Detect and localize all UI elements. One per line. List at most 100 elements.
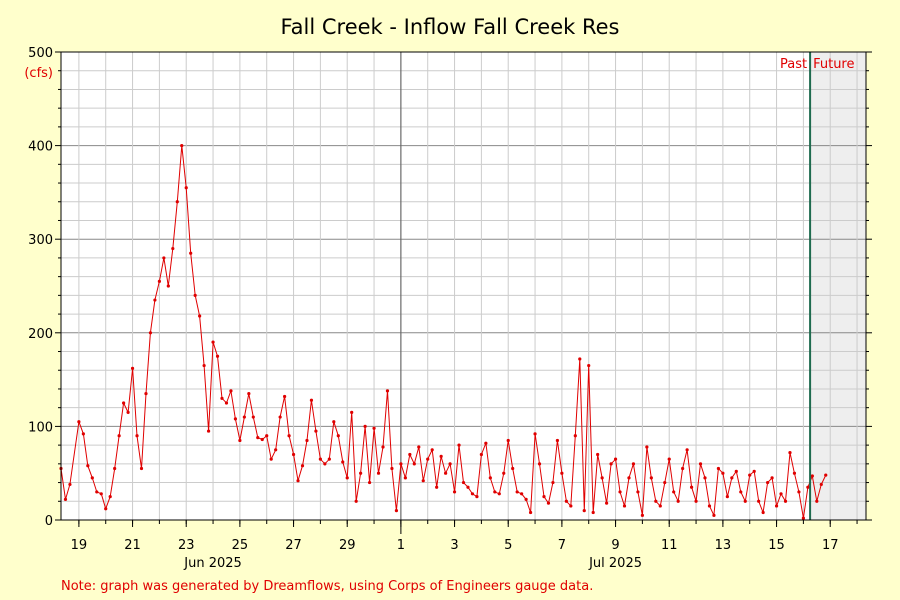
data-point <box>578 357 582 361</box>
data-point <box>806 485 810 489</box>
data-point <box>810 474 814 478</box>
data-point <box>703 476 707 480</box>
data-point <box>605 501 609 505</box>
data-point <box>166 284 170 288</box>
data-point <box>672 490 676 494</box>
data-point <box>430 448 434 452</box>
data-point <box>287 434 291 438</box>
data-point <box>707 504 712 508</box>
data-point <box>300 464 305 468</box>
x-month-label: Jul 2025 <box>588 556 642 571</box>
data-point <box>439 454 443 458</box>
data-point <box>95 490 99 494</box>
data-point <box>801 516 805 520</box>
data-point <box>135 434 139 438</box>
data-point <box>645 445 649 449</box>
data-point <box>546 501 551 505</box>
data-point <box>77 420 81 424</box>
x-tick-label: 19 <box>71 538 88 553</box>
data-points <box>59 144 828 520</box>
data-point <box>551 480 555 485</box>
data-point <box>233 417 238 421</box>
data-point <box>305 438 309 443</box>
x-month-label: Jun 2025 <box>183 556 242 571</box>
data-point <box>488 476 492 480</box>
data-point <box>448 462 452 466</box>
data-point <box>748 473 752 477</box>
x-tick-label: 1 <box>397 538 405 553</box>
data-point <box>788 451 792 455</box>
data-point <box>783 499 788 503</box>
data-point <box>716 466 721 471</box>
data-point <box>613 457 618 461</box>
past-label: Past <box>780 57 807 72</box>
data-point <box>323 462 327 466</box>
data-point <box>658 504 662 508</box>
data-point <box>466 485 470 489</box>
data-point <box>157 279 161 283</box>
data-point <box>766 480 770 485</box>
data-point <box>493 490 497 494</box>
data-point <box>122 401 126 405</box>
data-point <box>739 490 743 494</box>
data-point <box>770 476 774 480</box>
data-point <box>376 471 381 475</box>
data-point <box>229 389 233 393</box>
data-point <box>681 466 685 471</box>
data-point <box>269 457 273 461</box>
data-point <box>761 510 765 515</box>
data-point <box>314 429 318 433</box>
data-point <box>242 415 246 419</box>
chart-title: Fall Creek - Inflow Fall Creek Res <box>281 15 620 39</box>
data-point <box>591 510 595 515</box>
data-point <box>341 460 345 464</box>
data-point <box>569 504 573 508</box>
data-point <box>86 464 90 468</box>
data-point <box>372 426 376 430</box>
data-point <box>636 490 640 494</box>
data-point <box>412 462 416 466</box>
x-tick-label: 25 <box>232 538 249 553</box>
data-point <box>224 401 229 405</box>
data-point <box>417 445 421 449</box>
data-point <box>363 424 367 428</box>
data-point <box>533 432 537 436</box>
data-point <box>721 471 725 475</box>
data-point <box>435 485 439 489</box>
data-point <box>408 452 412 457</box>
x-tick-label: 15 <box>768 538 785 553</box>
data-point <box>663 480 667 485</box>
data-point <box>171 246 175 251</box>
data-point <box>251 415 255 419</box>
y-tick-label: 200 <box>28 327 53 342</box>
data-point <box>712 513 716 517</box>
data-point <box>291 452 296 457</box>
y-tick-label: 500 <box>28 46 53 61</box>
data-point <box>148 331 153 335</box>
data-point <box>426 457 430 461</box>
x-tick-label: 9 <box>611 538 619 553</box>
x-tick-label: 5 <box>504 538 512 553</box>
data-point <box>452 490 457 494</box>
x-tick-label: 13 <box>715 538 732 553</box>
data-point <box>318 457 322 461</box>
data-point <box>327 457 331 461</box>
data-point <box>622 504 627 508</box>
data-point <box>385 389 390 393</box>
data-point <box>144 392 148 396</box>
data-point <box>332 420 336 424</box>
x-tick-label: 23 <box>178 538 195 553</box>
data-point <box>757 499 761 503</box>
data-point <box>202 363 206 368</box>
y-axis: 0 100 200 300 400 500 <box>28 46 872 529</box>
data-point <box>81 432 85 436</box>
data-point <box>283 394 287 399</box>
data-point <box>309 398 314 402</box>
data-point <box>676 499 680 503</box>
x-tick-label: 21 <box>124 538 141 553</box>
data-point <box>484 441 488 445</box>
data-point <box>394 509 399 513</box>
data-point <box>336 434 340 438</box>
data-point <box>367 480 372 485</box>
